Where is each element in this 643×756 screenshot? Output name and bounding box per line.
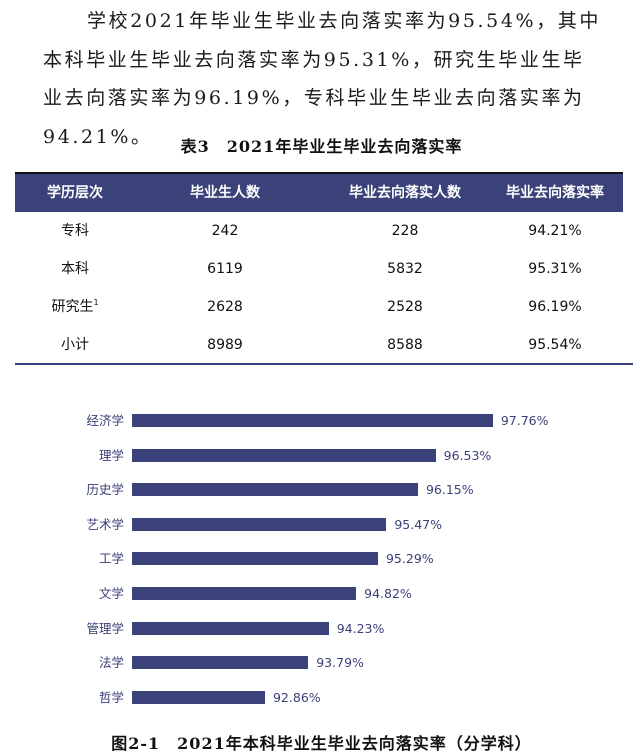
cell-level-text: 小计: [61, 337, 89, 353]
cell-rate: 94.21%: [528, 223, 582, 239]
cell-graduates: 6119: [207, 261, 243, 277]
table-header: 学历层次 毕业生人数 毕业去向落实人数 毕业去向落实率: [15, 174, 623, 212]
cell-graduates: 2628: [207, 299, 243, 315]
bar-chart: 经济学 97.76% 理学 96.53% 历史学 96.15% 艺术学 95.47% 工学 95.…: [0, 400, 643, 710]
cell-placed: 2528: [387, 299, 423, 315]
cell-placed: 8588: [387, 337, 423, 353]
bar: [132, 656, 309, 670]
cell-level-text: 本科: [61, 261, 89, 277]
column-header-level: 学历层次: [47, 185, 103, 201]
bar-value-label: 96.53%: [443, 447, 492, 463]
table-row: 本科 6119 5832 95.31%: [15, 250, 623, 288]
cell-rate: 95.31%: [528, 261, 582, 277]
bar-value-label: 93.79%: [316, 655, 364, 671]
cell-level: 专科: [15, 212, 135, 250]
table-bottom-border: [15, 363, 633, 365]
bar-value-label: 92.86%: [272, 689, 321, 705]
bar-category-label: 哲学: [98, 689, 124, 705]
table-row: 专科 242 228 94.21%: [15, 212, 623, 250]
bar-category-label: 管理学: [86, 620, 124, 636]
bar-value-label: 94.23%: [336, 620, 385, 636]
bar-value-label: 96.15%: [425, 482, 474, 498]
chart-bar-row: 艺术学 95.47%: [0, 513, 643, 537]
cell-placed: 228: [391, 223, 419, 239]
cell-level-text: 研究生: [51, 299, 94, 315]
chart-bar-row: 法学 93.79%: [0, 651, 643, 675]
cell-graduates: 8989: [207, 337, 243, 353]
bar: [132, 517, 387, 531]
column-header-graduates: 毕业生人数: [190, 185, 260, 201]
column-header-placed: 毕业去向落实人数: [349, 185, 461, 201]
cell-graduates: 242: [211, 223, 239, 239]
chart-bar-row: 哲学 92.86%: [0, 686, 643, 710]
table-top-border: [15, 172, 623, 174]
bar: [132, 414, 493, 427]
cell-rate: 95.54%: [528, 337, 582, 353]
table-caption: 表3 2021年毕业生毕业去向落实率: [180, 137, 463, 156]
bar: [132, 448, 436, 462]
chart-bar-row: 理学 96.53%: [0, 444, 643, 468]
chart-bar-row: 管理学 94.23%: [0, 617, 643, 641]
bar-category-label: 经济学: [86, 413, 124, 428]
footnote-marker[interactable]: 1: [93, 298, 99, 307]
bar-value-label: 95.47%: [394, 516, 443, 532]
cell-level-text: 专科: [61, 223, 89, 239]
cell-level: 研究生1: [15, 288, 135, 326]
cell-level: 小计: [15, 326, 135, 364]
bar-category-label: 法学: [98, 655, 124, 671]
bar: [132, 587, 357, 600]
figure-caption: 图2-1 2021年本科毕业生毕业去向落实率（分学科）: [111, 734, 532, 753]
bar-category-label: 历史学: [86, 482, 124, 498]
bar-category-label: 理学: [98, 447, 124, 463]
bar: [132, 483, 418, 497]
chart-bar-row: 经济学 97.76%: [0, 409, 643, 433]
column-header-rate: 毕业去向落实率: [506, 185, 604, 201]
bar-value-label: 97.76%: [500, 413, 549, 428]
bar: [132, 621, 329, 635]
chart-bar-row: 工学 95.29%: [0, 547, 643, 571]
bar: [132, 552, 378, 566]
cell-rate: 96.19%: [528, 299, 582, 315]
bar-category-label: 工学: [98, 551, 124, 567]
summary-paragraph: 学校2021年毕业生毕业去向落实率为95.54%，其中本科毕业生毕业去向落实率为…: [43, 2, 603, 156]
chart-bar-row: 文学 94.82%: [0, 582, 643, 606]
cell-placed: 5832: [387, 261, 423, 277]
bar-value-label: 94.82%: [364, 586, 412, 601]
bar: [132, 690, 265, 704]
table-row-total: 小计 8989 8588 95.54%: [15, 326, 623, 364]
summary-paragraph-text: 学校2021年毕业生毕业去向落实率为95.54%，其中本科毕业生毕业去向落实率为…: [43, 10, 602, 148]
bar-category-label: 文学: [98, 586, 124, 601]
cell-level: 本科: [15, 250, 135, 288]
table-row: 研究生1 2628 2528 96.19%: [15, 288, 623, 326]
bar-value-label: 95.29%: [385, 551, 434, 567]
chart-bar-row: 历史学 96.15%: [0, 478, 643, 502]
bar-category-label: 艺术学: [86, 516, 124, 532]
